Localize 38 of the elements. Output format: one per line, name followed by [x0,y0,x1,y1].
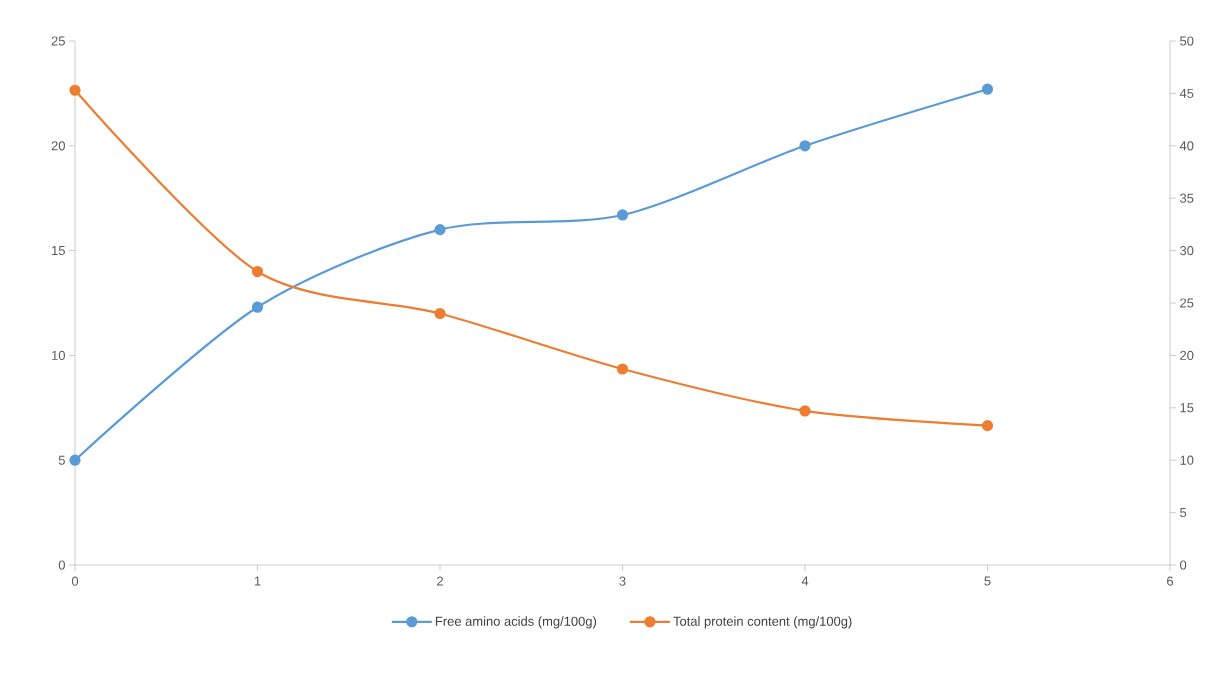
x-tick-label: 1 [254,576,261,586]
legend-label: Free amino acids (mg/100g) [435,616,597,629]
legend-label: Total protein content (mg/100g) [673,616,852,629]
y2-tick-label: 0 [1180,560,1187,570]
point [616,363,629,375]
point [616,209,629,221]
y-tick-label: 10 [52,350,65,360]
x-tick-label: 2 [437,576,443,586]
y2-tick-label: 30 [1180,246,1194,256]
x-tick-label: 6 [1167,576,1174,586]
y2-tick-label: 40 [1179,141,1194,151]
y-tick-label: 5 [58,455,65,465]
y2-tick-label: 45 [1179,88,1194,98]
y-tick-label: 20 [51,141,65,151]
point [251,301,264,313]
y2-tick-label: 50 [1180,36,1194,46]
y-tick-label: 15 [52,246,65,256]
point [981,420,994,432]
y2-tick-label: 35 [1180,193,1194,203]
y2-tick-label: 15 [1180,403,1194,413]
point [251,265,264,278]
point [799,405,811,417]
point [981,83,994,95]
x-tick-label: 5 [984,576,991,586]
point [799,140,811,152]
y2-tick-label: 25 [1180,298,1194,308]
point [434,224,446,236]
point [69,84,81,96]
point [434,307,446,320]
y-tick-label: 25 [51,36,65,46]
y2-tick-label: 20 [1180,350,1194,360]
y2-tick-label: 10 [1180,455,1194,465]
x-tick-label: 4 [801,576,809,586]
x-tick-label: 0 [71,576,79,586]
y2-tick-label: 5 [1180,508,1187,518]
point [69,454,81,466]
y-tick-label: 0 [58,560,65,570]
x-tick-label: 3 [619,576,626,586]
